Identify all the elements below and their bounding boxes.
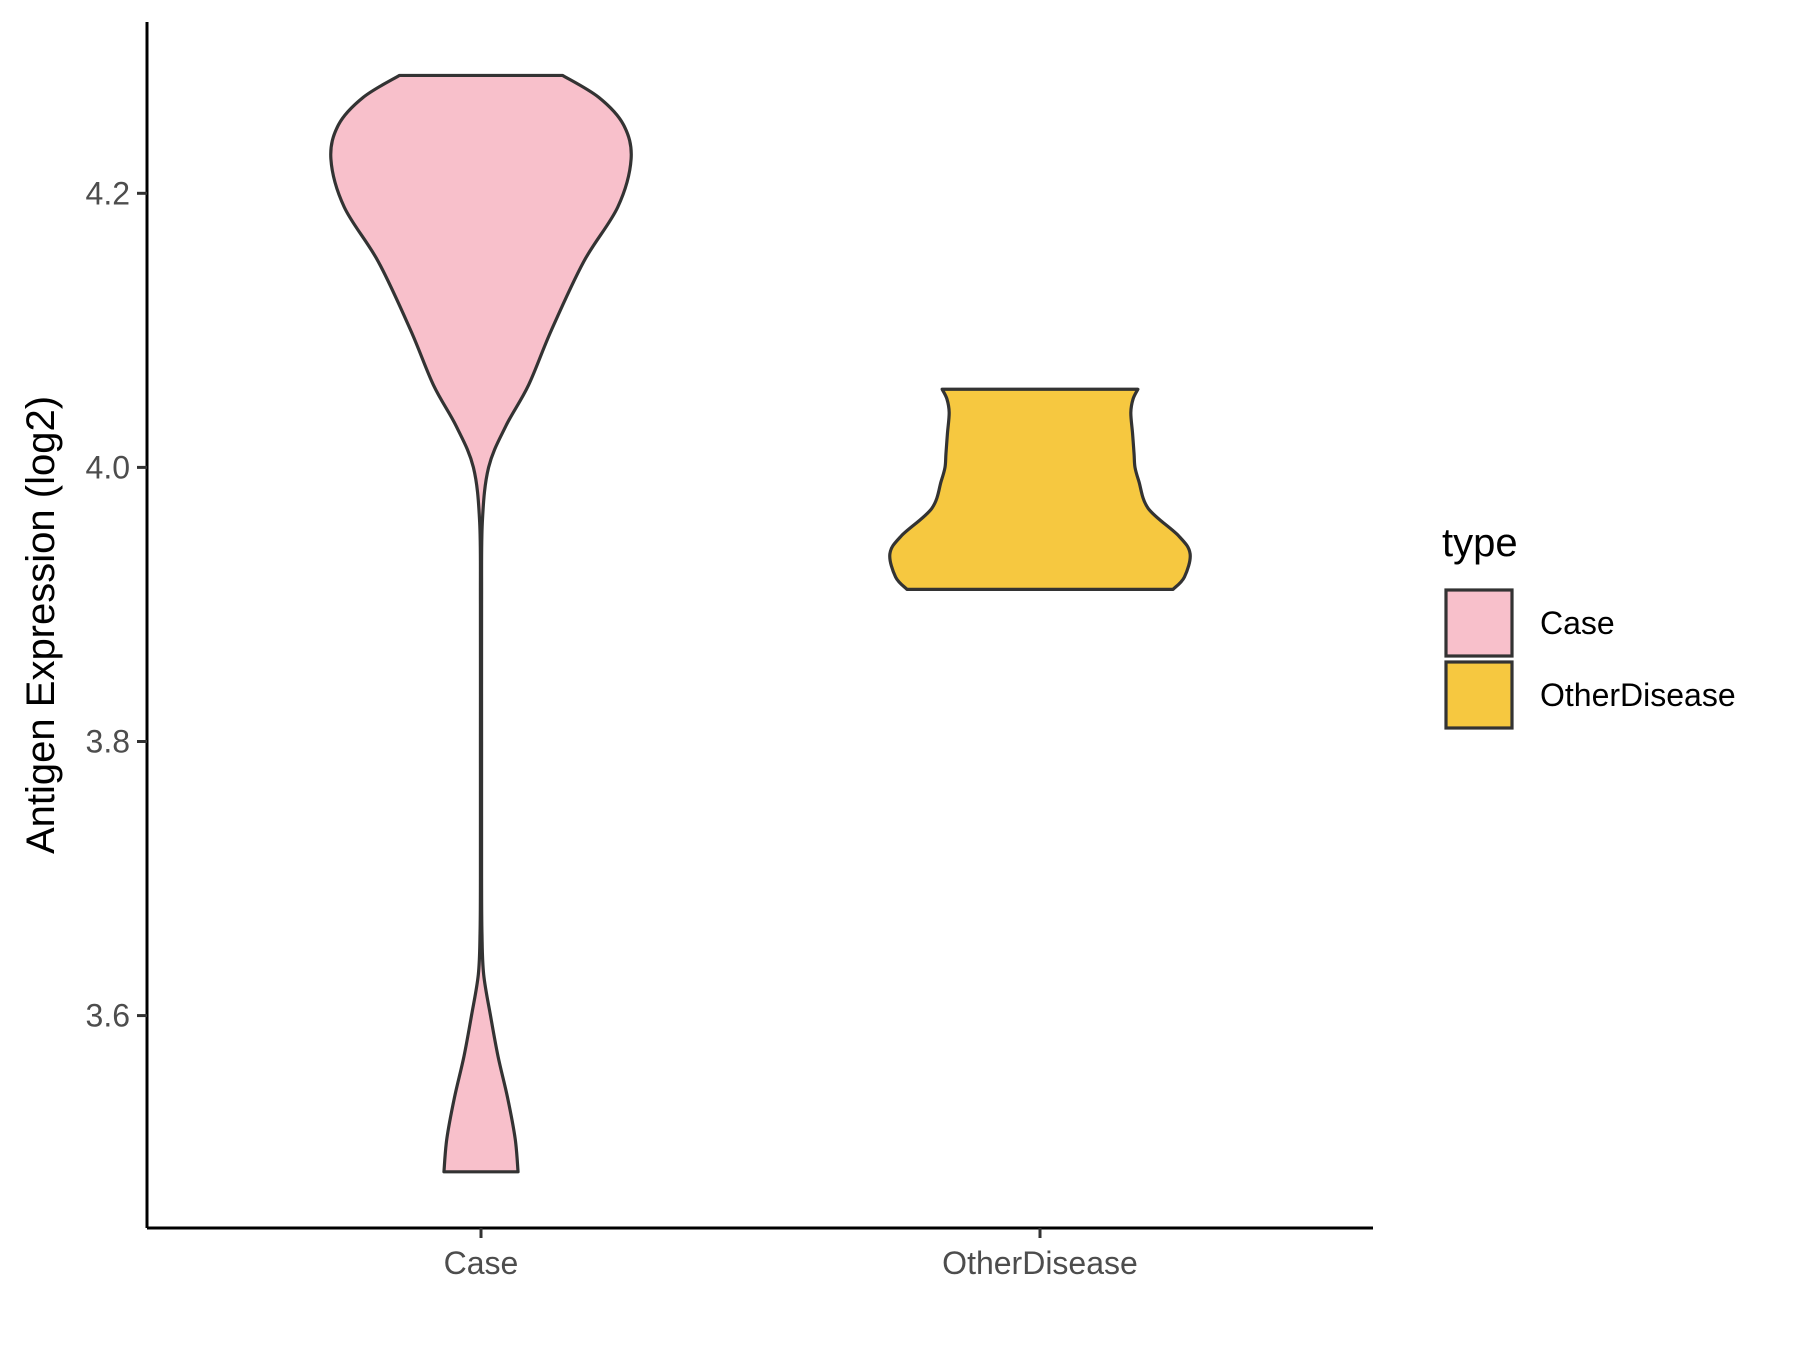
legend: type Case OtherDisease — [1442, 521, 1736, 730]
x-tick-label: Case — [444, 1245, 519, 1281]
y-tick-label: 4.0 — [86, 449, 130, 485]
y-tick-label: 3.8 — [86, 723, 130, 759]
violin-case — [329, 73, 633, 1174]
violin-otherdisease — [888, 387, 1192, 591]
legend-label: OtherDisease — [1540, 677, 1736, 713]
plot-area — [329, 73, 1192, 1174]
legend-key-otherdisease — [1444, 660, 1514, 730]
legend-title: type — [1442, 521, 1518, 565]
x-tick-label: OtherDisease — [942, 1245, 1138, 1281]
y-axis-title: Antigen Expression (log2) — [19, 396, 63, 854]
legend-label: Case — [1540, 605, 1615, 641]
legend-key-case — [1444, 588, 1514, 658]
y-tick-label: 3.6 — [86, 998, 130, 1034]
y-tick-label: 4.2 — [86, 175, 130, 211]
axes: 3.6 3.8 4.0 4.2 Case OtherDisease — [86, 22, 1373, 1281]
